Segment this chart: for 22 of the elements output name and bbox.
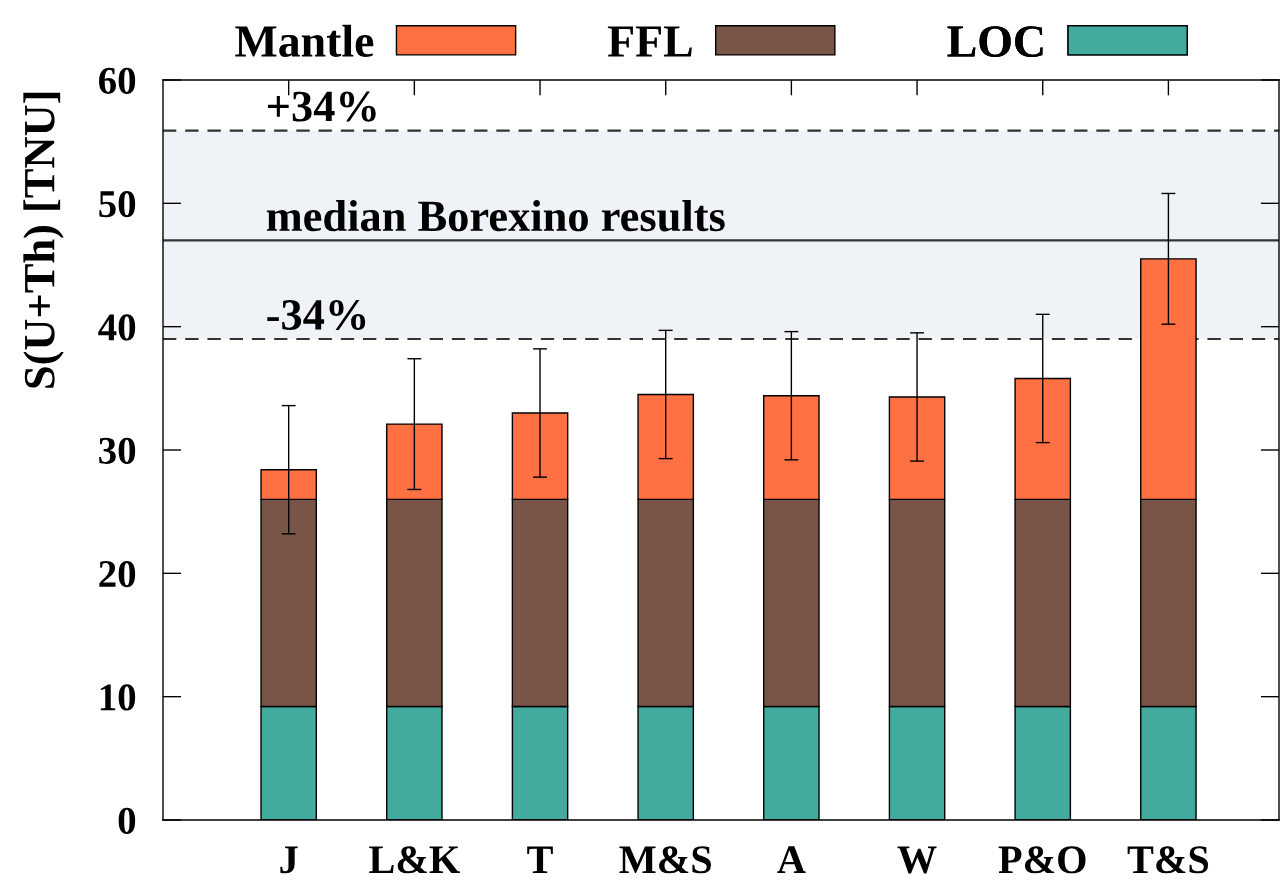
y-tick-label: 50 [99,190,136,218]
y-tick-label: 20 [99,560,136,588]
x-tick-label: L&K [369,846,460,874]
y-tick-label: 60 [99,67,136,94]
ref-line-label: median Borexino results [266,200,725,232]
legend-label: Mantle [235,24,374,57]
y-tick-label: 10 [100,684,136,711]
x-tick-label: A [777,846,806,873]
legend-label: LOC [947,26,1043,57]
x-tick-label: T [527,846,553,873]
y-axis-title: S(U+Th) [TNU] [23,92,64,388]
y-tick-label: 30 [99,437,136,464]
x-tick-label: J [280,846,298,874]
annotation: -34% [267,299,366,331]
x-tick-label: T&S [1127,846,1209,874]
legend-label: FFL [607,26,692,57]
x-tick-label: P&O [998,846,1086,874]
y-tick-label: 0 [118,807,136,834]
x-tick-label: M&S [619,846,711,874]
y-tick-label: 40 [98,314,136,341]
x-tick-label: W [897,846,937,874]
annotation: +34% [268,91,376,122]
